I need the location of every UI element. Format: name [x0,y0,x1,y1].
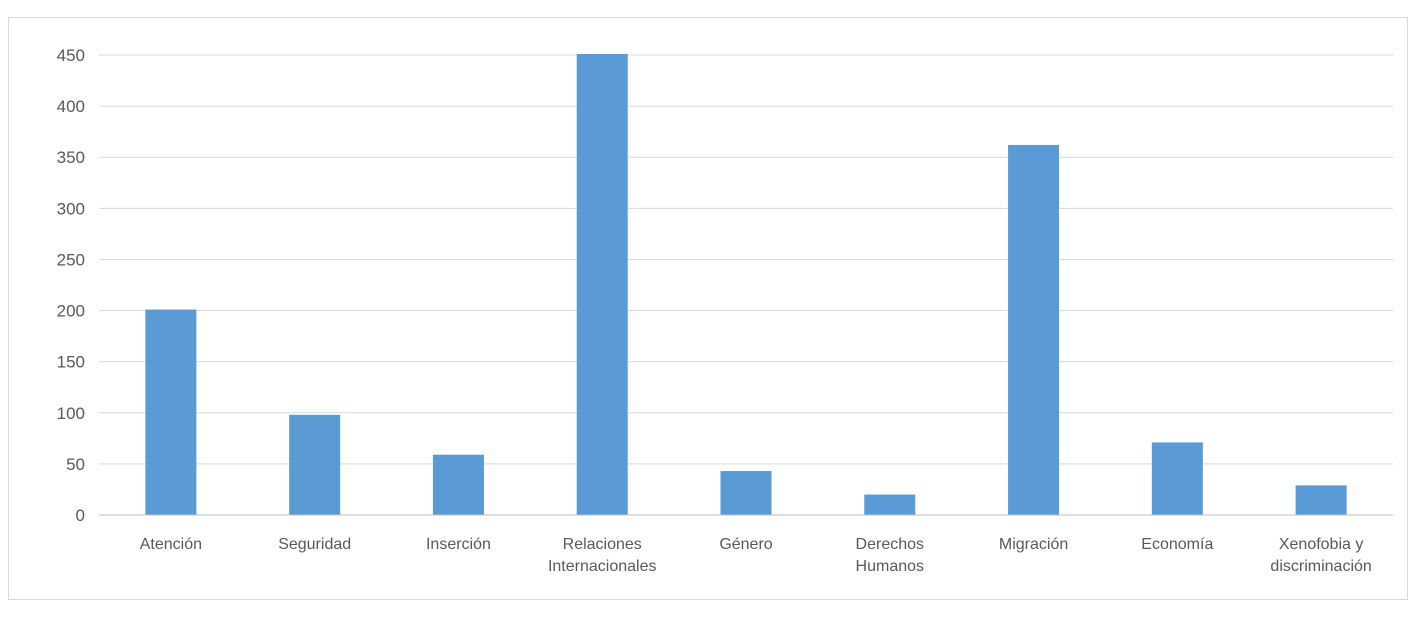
x-tick-label: Género [719,536,772,553]
y-tick-label: 100 [57,404,85,423]
bar [576,53,628,515]
bar [145,309,197,515]
x-tick-label: Humanos [856,558,924,575]
x-tick-label: Xenofobia y [1279,536,1364,553]
bar [289,414,341,515]
x-tick-label: Atención [140,536,202,553]
x-tick-label: Migración [999,536,1068,553]
y-tick-label: 0 [76,506,85,525]
x-tick-label: Inserción [426,536,491,553]
y-tick-label: 300 [57,199,85,218]
y-tick-label: 50 [66,455,85,474]
x-tick-label: Internacionales [548,558,657,575]
bar [1151,442,1203,515]
x-tick-label: Relaciones [563,536,642,553]
bar [720,471,772,515]
y-tick-label: 400 [57,97,85,116]
x-tick-label: Seguridad [278,536,351,553]
bar [864,494,916,515]
y-tick-label: 200 [57,302,85,321]
x-tick-label: Derechos [856,536,924,553]
bar [1295,485,1347,515]
y-tick-label: 250 [57,250,85,269]
y-tick-label: 450 [57,46,85,65]
x-tick-label: Economía [1141,536,1213,553]
y-tick-label: 350 [57,148,85,167]
x-tick-label: discriminación [1270,558,1371,575]
y-tick-label: 150 [57,353,85,372]
bar [1008,144,1060,515]
chart-area: 0 50 100 150 200 250 300 350 400 450 Atención Segur… [8,17,1408,600]
bar [432,454,484,515]
bar-chart: 0 50 100 150 200 250 300 350 400 450 Atención Segur… [57,46,1393,575]
